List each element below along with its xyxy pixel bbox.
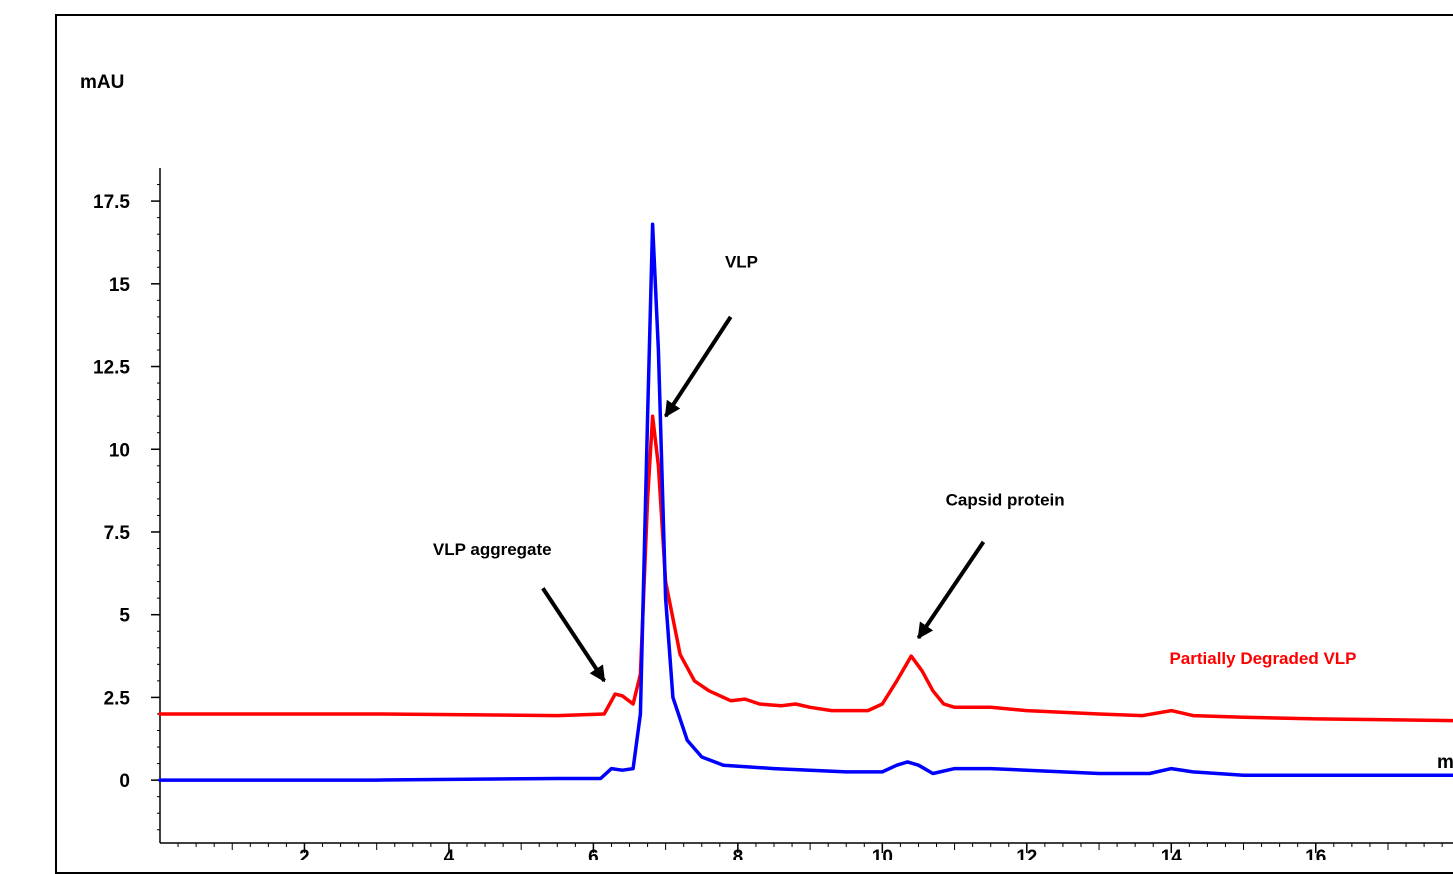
- x-tick-label: 6: [588, 847, 599, 860]
- series-line-intact-vlp: [158, 222, 1453, 782]
- x-tick-label: 12: [1016, 847, 1037, 860]
- annotation-label-vlp: VLP: [725, 252, 758, 271]
- y-tick-label: 12.5: [93, 358, 130, 379]
- annotation-label-capsid-protein: Capsid protein: [946, 491, 1065, 510]
- x-tick-label: 4: [444, 847, 455, 860]
- series-line-partially-degraded-vlp: [158, 414, 1453, 723]
- y-tick-label: 15: [109, 275, 131, 296]
- x-tick-label: 2: [299, 847, 310, 860]
- annotation-arrow-vlp-aggregate: [541, 587, 606, 683]
- y-tick-label: 5: [119, 606, 130, 627]
- y-tick-label: 17.5: [93, 192, 130, 213]
- y-tick-label: 2.5: [104, 688, 131, 709]
- y-tick-label: 0: [119, 771, 130, 792]
- x-tick-label: 10: [872, 847, 893, 860]
- legend-label: Partially Degraded VLP: [1169, 649, 1356, 668]
- y-tick-label: 10: [109, 440, 130, 461]
- x-tick-label: 16: [1305, 847, 1326, 860]
- annotation-label-vlp-aggregate: VLP aggregate: [433, 540, 552, 559]
- annotation-arrow-capsid-protein: [916, 540, 986, 640]
- y-tick-label: 7.5: [104, 523, 131, 544]
- x-tick-label: 14: [1161, 847, 1183, 860]
- x-tick-label: 8: [733, 847, 744, 860]
- annotation-arrow-vlp: [663, 315, 733, 418]
- y-axis-unit-label: mAU: [80, 72, 125, 93]
- x-axis-unit-label: min: [1437, 752, 1453, 773]
